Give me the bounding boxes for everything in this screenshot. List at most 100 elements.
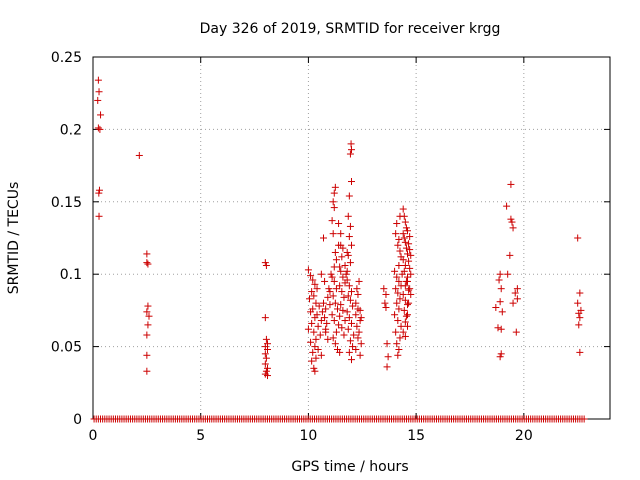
data-point (346, 337, 354, 345)
data-point (344, 212, 352, 220)
data-point (96, 125, 104, 133)
data-point (574, 299, 582, 307)
x-tick-label: 10 (300, 428, 318, 444)
data-point (318, 308, 326, 316)
data-point (308, 288, 316, 296)
data-point (404, 250, 412, 258)
data-point (325, 285, 333, 293)
data-point (396, 295, 404, 303)
data-point (307, 308, 315, 316)
data-point (507, 180, 515, 188)
data-point (355, 328, 363, 336)
x-axis-label: GPS time / hours (291, 459, 408, 475)
data-point (304, 266, 312, 274)
data-point (331, 248, 339, 256)
data-point (135, 151, 143, 159)
data-point (393, 299, 401, 307)
data-point (404, 301, 412, 309)
data-point (314, 322, 322, 330)
data-point (404, 277, 412, 285)
data-point (404, 311, 412, 319)
data-point (356, 351, 364, 359)
data-point (576, 314, 584, 322)
data-point (574, 234, 582, 242)
data-point (332, 256, 340, 264)
data-point (262, 262, 270, 270)
data-point (343, 308, 351, 316)
data-point (341, 279, 349, 287)
data-point (576, 289, 584, 297)
data-point (317, 351, 325, 359)
data-point (407, 270, 415, 278)
data-point (309, 348, 317, 356)
data-point (329, 230, 337, 238)
data-point (336, 348, 344, 356)
data-point (330, 189, 338, 197)
data-point (576, 348, 584, 356)
zero-data-point (580, 415, 588, 423)
data-point (349, 302, 357, 310)
data-point (509, 224, 517, 232)
data-point (404, 227, 412, 235)
data-point (348, 241, 355, 249)
data-point (401, 282, 409, 290)
data-point (312, 354, 320, 362)
data-point (395, 262, 403, 270)
data-point (336, 282, 344, 290)
data-point (261, 259, 269, 267)
data-point (329, 292, 337, 300)
data-point (143, 308, 151, 316)
data-point (336, 312, 344, 320)
data-point (504, 270, 512, 278)
data-point (311, 280, 319, 288)
data-point (312, 335, 320, 343)
data-point (352, 311, 360, 319)
data-point (307, 272, 315, 280)
data-point (310, 292, 318, 300)
data-point (401, 218, 409, 226)
data-point (392, 285, 400, 293)
data-point (345, 348, 353, 356)
data-point (497, 285, 505, 293)
data-point (328, 273, 336, 281)
data-point (405, 299, 413, 307)
tick-labels: 0 5 10 15 20 0 0.05 0.1 0.15 0.2 0.25 (51, 50, 533, 444)
data-point (496, 353, 504, 361)
data-point (311, 343, 319, 351)
data-point (354, 290, 362, 298)
data-point (512, 328, 520, 336)
data-point (305, 295, 313, 303)
x-tick-label: 0 (89, 428, 98, 444)
data-point (304, 325, 312, 333)
data-point (319, 234, 327, 242)
data-point (575, 309, 583, 317)
y-axis-label: SRMTID / TECUs (6, 182, 22, 295)
data-point (353, 322, 361, 330)
data-point (309, 276, 317, 284)
data-point (391, 267, 399, 275)
data-point (492, 304, 500, 312)
data-point (263, 364, 271, 372)
data-point (324, 293, 332, 301)
data-point (404, 322, 412, 330)
data-point (355, 277, 363, 285)
data-point (307, 338, 315, 346)
data-point (496, 298, 504, 306)
data-point (384, 353, 392, 361)
data-point (392, 230, 400, 238)
data-point (143, 331, 151, 339)
data-point (393, 340, 401, 348)
data-point (353, 285, 361, 293)
data-point (327, 270, 335, 278)
data-point (496, 270, 504, 278)
data-point (396, 247, 404, 255)
data-point (405, 257, 413, 265)
data-point (346, 296, 354, 304)
data-point (344, 292, 352, 300)
data-point (321, 277, 329, 285)
data-point (337, 230, 345, 238)
data-point (308, 357, 316, 365)
data-point (383, 363, 391, 371)
data-point (394, 241, 402, 249)
